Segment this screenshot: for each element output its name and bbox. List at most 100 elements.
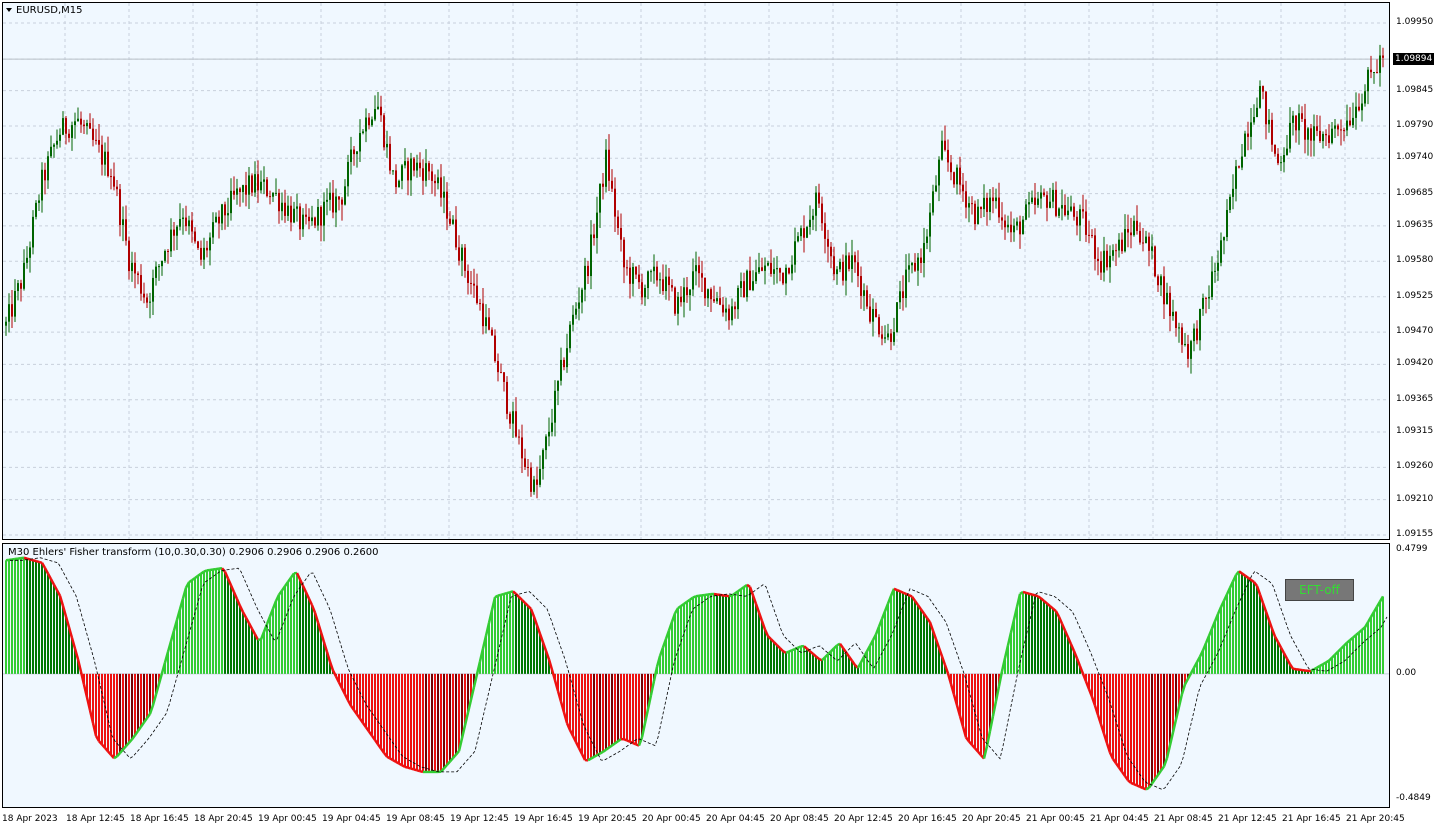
histogram-bar-negative [398,673,400,764]
fisher-line-segment [469,686,476,701]
dropdown-triangle-icon[interactable] [6,8,12,12]
histogram-bar-positive [1364,627,1366,674]
fisher-line-segment [1328,656,1333,662]
histogram-bar-negative [1157,673,1159,775]
fisher-line-segment [407,766,412,770]
histogram-bar-negative [965,673,967,738]
fisher-line-segment [847,655,854,662]
bear-candle [713,299,715,302]
bull-candle [1298,113,1300,131]
histogram-bar-positive [539,633,541,674]
fisher-line-segment [1040,597,1045,602]
bull-candle [1103,250,1105,273]
fisher-line-segment [626,739,631,743]
bear-candle [869,306,871,322]
histogram-bar-positive [1328,660,1330,674]
fisher-line-segment [686,598,691,603]
fisher-line-segment [667,621,674,631]
histogram-bar-negative [626,673,628,741]
fisher-line-segment [587,757,592,762]
histogram-bar-positive [197,575,199,674]
fisher-line-segment [836,642,841,647]
fisher-line-segment [1355,631,1360,636]
bear-candle [332,192,334,213]
histogram-bar-negative [386,673,388,757]
fisher-line-segment [259,631,266,640]
histogram-bar-positive [1061,623,1063,674]
bull-candle [1229,196,1231,210]
fisher-line-segment [277,589,284,596]
bull-candle [1025,204,1027,220]
bull-candle [554,390,556,423]
histogram-bar-negative [134,673,136,736]
histogram-bar-positive [266,624,268,674]
bull-candle [461,247,463,261]
bull-candle [740,281,742,288]
bull-candle [956,167,958,185]
bull-candle [932,191,934,213]
histogram-bar-negative [650,673,652,696]
bull-candle [32,216,34,248]
fisher-line-segment [937,647,944,657]
bull-candle [1049,201,1051,208]
histogram-bar-positive [191,580,193,674]
fisher-line-segment [614,740,619,745]
bull-candle [938,159,940,186]
histogram-bar-positive [1049,606,1051,674]
bull-candle [1226,209,1228,238]
histogram-bar-positive [491,610,493,674]
price-tick-label: 1.09635 [1396,219,1434,230]
bull-candle [416,162,418,171]
bear-candle [1154,246,1156,277]
fisher-line-segment [500,592,505,596]
fisher-line-segment [358,717,365,724]
histogram-bar-positive [1292,668,1294,674]
bull-candle [809,219,811,228]
bull-candle [437,177,439,184]
bull-candle [785,267,787,284]
fisher-line-segment [1139,785,1144,790]
fisher-line-segment [515,593,520,598]
bull-candle [236,188,238,195]
fisher-line-segment [307,598,314,606]
indicator-pane[interactable]: M30 Ehlers' Fisher transform (10,0.30,0.… [2,543,1390,808]
fisher-line-segment [133,730,140,737]
bear-candle [761,267,763,271]
bear-candle [866,290,868,307]
fisher-line-segment [148,704,155,715]
fisher-line-segment [23,556,28,560]
fisher-line-segment [1159,765,1166,772]
bull-candle [1112,250,1114,256]
fisher-line-segment [577,747,584,755]
bear-candle [11,304,13,317]
eft-toggle-button[interactable]: EFT-off [1285,579,1354,601]
bull-candle [272,192,274,197]
bear-candle [1262,86,1264,92]
fisher-line-segment [113,755,118,760]
fisher-line-segment [184,581,191,589]
bear-candle [1034,197,1036,205]
fisher-line-segment [821,656,826,662]
histogram-bar-positive [722,595,724,674]
bear-candle [629,267,631,284]
fisher-line-segment [1346,639,1351,644]
histogram-bar-negative [149,673,151,714]
fisher-line-segment [1102,733,1109,744]
histogram-bar-negative [116,673,118,757]
fisher-line-segment [748,586,755,596]
histogram-bar-negative [395,673,397,762]
bear-candle [854,255,856,263]
histogram-bar-negative [143,673,145,723]
histogram-bar-negative [1145,673,1147,790]
bear-candle [305,214,307,217]
histogram-bar-positive [1073,650,1075,674]
histogram-bar-positive [857,667,859,674]
bear-candle [1085,211,1087,235]
fisher-line-segment [1168,732,1175,746]
histogram-bar-positive [875,634,877,674]
fisher-line-segment [824,653,829,659]
fisher-line-segment [988,715,995,732]
price-chart-pane[interactable]: EURUSD,M15 [2,2,1390,540]
fisher-line-segment [1235,570,1240,576]
fisher-line-segment [1372,606,1379,613]
